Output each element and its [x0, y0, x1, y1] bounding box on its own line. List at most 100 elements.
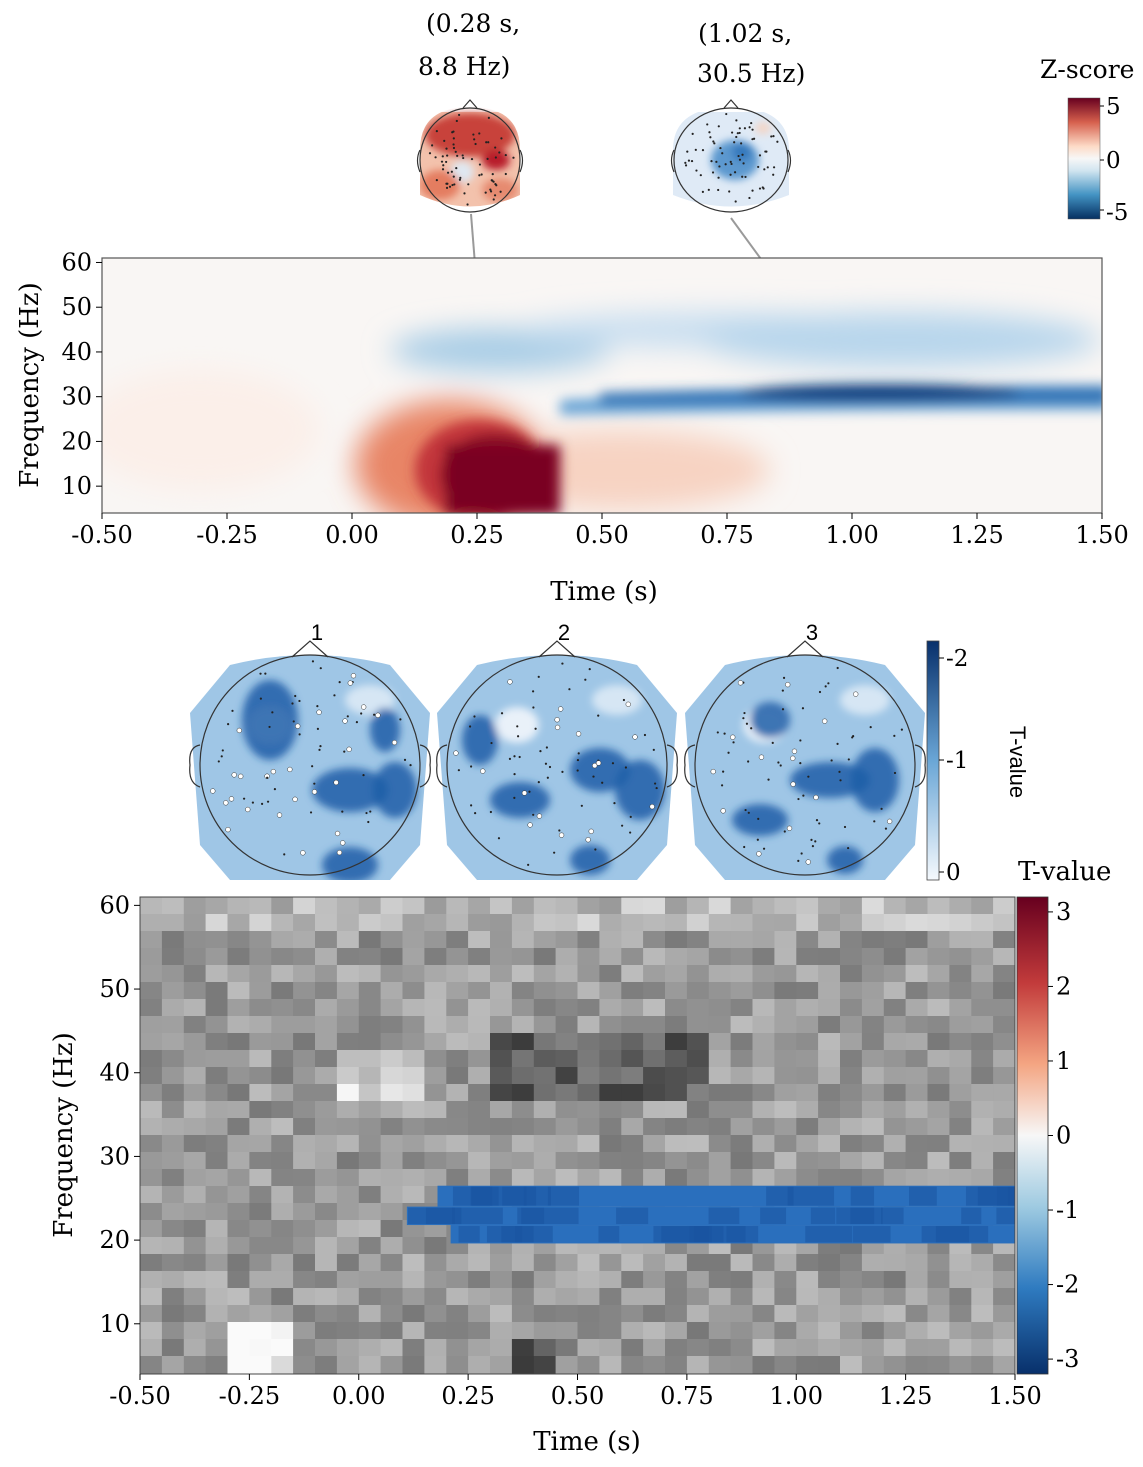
x-tick-label: 1.00 — [770, 1382, 823, 1410]
electrode-dot — [757, 817, 760, 820]
electrode-dot — [715, 160, 718, 163]
heatmap-cell — [643, 982, 666, 1000]
heatmap-cell — [315, 1288, 338, 1306]
heatmap-cell — [840, 1254, 863, 1272]
electrode-dot — [452, 137, 455, 140]
heatmap-cell — [336, 999, 360, 1017]
electrode-dot — [561, 770, 564, 773]
heatmap-cell — [730, 897, 754, 915]
heatmap-cell — [774, 1322, 797, 1340]
tvalue-x-ticks: -0.50 -0.25 0.00 0.25 0.50 0.75 1.00 1.25 1.50 — [109, 1374, 1042, 1410]
heatmap-cell — [861, 1152, 885, 1170]
heatmap-cell — [993, 1050, 1015, 1068]
heatmap-cell — [905, 1322, 929, 1340]
heatmap-cell — [971, 1305, 994, 1323]
heatmap-cell — [949, 1033, 972, 1051]
x-tick-label: 0.00 — [332, 1382, 385, 1410]
electrode-dot — [770, 135, 773, 138]
electrode-dot — [745, 722, 749, 725]
heatmap-cell — [577, 897, 600, 915]
heatmap-cell — [971, 1118, 994, 1136]
heatmap-cell — [905, 1101, 929, 1119]
heatmap-cell — [424, 1033, 447, 1051]
electrode-dot — [900, 728, 903, 731]
heatmap-cell — [555, 1339, 579, 1357]
heatmap-cell — [861, 1033, 885, 1051]
heatmap-cell — [905, 1271, 929, 1289]
electrode-dot — [504, 153, 507, 157]
heatmap-cell — [446, 999, 469, 1017]
heatmap-cell — [993, 1339, 1015, 1357]
electrode-dot — [736, 132, 739, 135]
heatmap-cell — [818, 931, 841, 949]
heatmap-cell — [905, 1033, 929, 1051]
heatmap-cell — [511, 1118, 535, 1136]
heatmap-cell — [140, 1135, 163, 1153]
heatmap-cell — [555, 982, 579, 1000]
heatmap-cell — [490, 1322, 513, 1340]
heatmap-cell — [468, 1101, 491, 1119]
electrode-dot — [729, 173, 732, 176]
electrode-dot — [513, 796, 516, 799]
heatmap-cell — [905, 1288, 929, 1306]
heatmap-cell — [380, 1016, 404, 1034]
heatmap-cell — [927, 1033, 950, 1051]
heatmap-cell — [665, 1339, 688, 1357]
heatmap-cell — [555, 1033, 579, 1051]
electrode-dot — [710, 768, 716, 775]
heatmap-cell — [140, 1050, 163, 1068]
heatmap-cell — [161, 931, 185, 949]
heatmap-cell — [927, 1305, 950, 1323]
heatmap-cell — [205, 1356, 229, 1374]
heatmap-cell — [424, 931, 447, 949]
heatmap-cell — [643, 897, 666, 915]
electrode-dot — [743, 711, 746, 715]
heatmap-cell — [140, 1169, 163, 1187]
heatmap-cell — [577, 1169, 600, 1187]
electrode-dot — [473, 138, 476, 141]
heatmap-cell — [686, 914, 710, 932]
electrode-dot — [440, 160, 444, 163]
heatmap-cell — [577, 1339, 600, 1357]
heatmap-cell — [861, 914, 885, 932]
heatmap-cell — [358, 1101, 382, 1119]
heatmap-cell — [380, 897, 404, 915]
heatmap-cell — [227, 1118, 250, 1136]
heatmap-cell — [183, 948, 207, 966]
heatmap-cell — [621, 1067, 644, 1085]
electrode-dot — [491, 173, 494, 176]
heatmap-cell — [380, 1254, 404, 1272]
heatmap-cell — [708, 897, 732, 915]
heatmap-cell — [665, 982, 688, 1000]
heatmap-cell — [971, 1033, 994, 1051]
heatmap-cell — [599, 1169, 622, 1187]
ttest-topomaps: 1 2 3 -2 -1 0 T-value — [189, 620, 1030, 886]
heatmap-cell — [665, 1322, 688, 1340]
topomap-1 — [189, 640, 431, 880]
heatmap-cell — [490, 1288, 513, 1306]
heatmap-cell — [621, 1271, 644, 1289]
electrode-dot — [781, 708, 785, 711]
heatmap-cell — [752, 1288, 775, 1306]
cluster-texture — [881, 1207, 904, 1225]
heatmap-cell — [468, 1135, 491, 1153]
heatmap-cell — [840, 965, 863, 983]
heatmap-cell — [971, 1254, 994, 1272]
heatmap-cell — [358, 1169, 382, 1187]
heatmap-cell — [380, 1118, 404, 1136]
heatmap-cell — [840, 982, 863, 1000]
topomap-3 — [684, 640, 926, 880]
electrode-dot — [684, 164, 688, 167]
heatmap-cell — [665, 1356, 688, 1374]
heatmap-cell — [249, 914, 272, 932]
electrode-dot — [500, 137, 503, 140]
heatmap-cell — [883, 1101, 907, 1119]
heatmap-cell — [140, 1339, 163, 1357]
cluster-texture — [452, 1186, 493, 1206]
heatmap-cell — [446, 1322, 469, 1340]
electrode-dot — [750, 727, 753, 730]
electrode-dot — [588, 828, 594, 834]
electrode-dot — [576, 769, 579, 772]
x-tick-label: -0.25 — [196, 521, 258, 549]
heatmap-cell — [249, 1084, 272, 1102]
